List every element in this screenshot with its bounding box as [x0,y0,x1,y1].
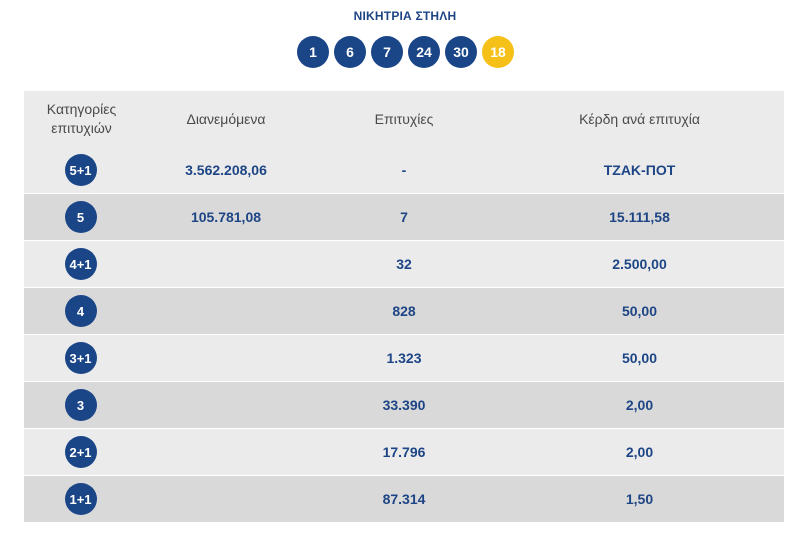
winning-number-ball: 30 [445,36,477,68]
category-badge: 3 [64,389,97,421]
winners-cell: 33.390 [382,397,426,413]
header-category: Κατηγορίες επιτυχιών [24,100,139,138]
winning-number-ball: 24 [408,36,440,68]
prize-cell: 1,50 [625,491,654,507]
winning-number-ball: 1 [297,36,329,68]
table-row: 3+1 1.323 50,00 [24,335,784,382]
table-row: 5 105.781,08 7 15.111,58 [24,194,784,241]
winning-number-ball: 7 [371,36,403,68]
winners-cell: 87.314 [382,491,426,507]
prize-cell: 2,00 [625,444,654,460]
table-row: 1+1 87.314 1,50 [24,476,784,523]
category-badge: 2+1 [64,436,97,468]
table-row: 4+1 32 2.500,00 [24,241,784,288]
winners-cell: 828 [392,303,416,319]
winners-cell: 7 [400,209,408,225]
category-badge: 5+1 [64,154,97,186]
prize-cell: 15.111,58 [609,209,670,225]
table-row: 4 828 50,00 [24,288,784,335]
distributed-cell: 3.562.208,06 [185,162,267,178]
category-badge: 1+1 [64,483,97,515]
prize-cell: 2.500,00 [612,256,667,272]
winning-number-ball: 6 [334,36,366,68]
winners-cell: - [401,162,407,178]
table-row: 3 33.390 2,00 [24,382,784,429]
prize-cell: ΤΖΑΚ-ΠΟΤ [603,162,676,178]
winning-numbers: 1 6 7 24 30 18 [297,36,514,68]
table-row: 5+1 3.562.208,06 - ΤΖΑΚ-ΠΟΤ [24,147,784,194]
table-header: Κατηγορίες επιτυχιών Διανεμόμενα Επιτυχί… [24,91,784,147]
table-row: 2+1 17.796 2,00 [24,429,784,476]
winners-cell: 32 [396,256,412,272]
winning-column-title: ΝΙΚΗΤΡΙΑ ΣΤΗΛΗ [353,9,457,23]
joker-number-ball: 18 [482,36,514,68]
category-badge: 4+1 [64,248,97,280]
header-distributed: Διανεμόμενα [186,111,266,127]
prize-table: Κατηγορίες επιτυχιών Διανεμόμενα Επιτυχί… [24,91,784,523]
prize-cell: 50,00 [621,303,658,319]
category-badge: 4 [64,295,97,327]
category-badge: 5 [64,201,97,233]
header-winners: Επιτυχίες [374,111,434,127]
category-badge: 3+1 [64,342,97,374]
winners-cell: 1.323 [386,350,422,366]
header-category-line2: επιτυχιών [51,120,112,136]
header-prize: Κέρδη ανά επιτυχία [579,111,700,127]
prize-cell: 2,00 [625,397,654,413]
distributed-cell: 105.781,08 [190,209,262,225]
header-category-line1: Κατηγορίες [46,101,117,117]
prize-cell: 50,00 [621,350,658,366]
winners-cell: 17.796 [382,444,426,460]
